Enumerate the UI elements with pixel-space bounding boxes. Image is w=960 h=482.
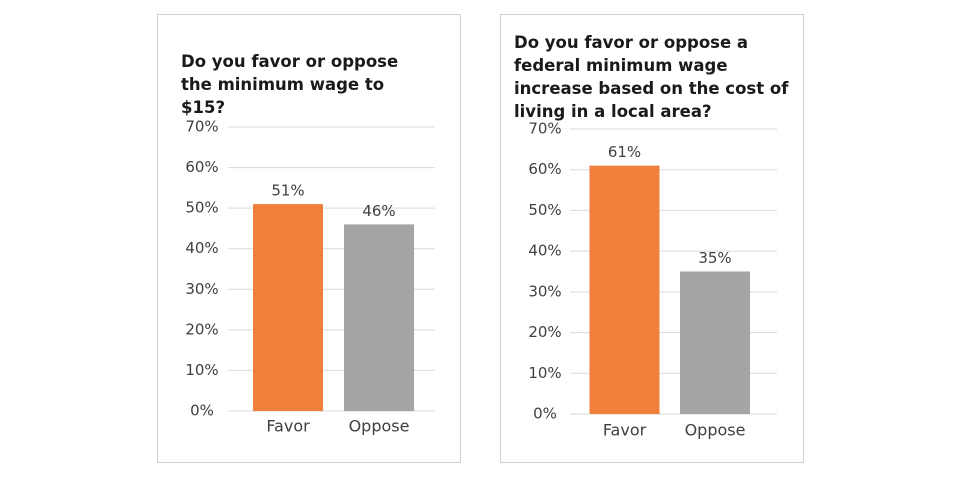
y-tick-label: 70%: [185, 118, 218, 136]
chart-title: Do you favor or oppose the minimum wage …: [181, 52, 399, 117]
y-tick-label: 0%: [190, 402, 214, 420]
y-tick-label: 10%: [528, 364, 561, 382]
y-tick-label: 40%: [185, 239, 218, 257]
value-label: 51%: [271, 182, 304, 200]
y-tick-label: 40%: [528, 242, 561, 260]
y-tick-label: 50%: [185, 199, 218, 217]
y-tick-label: 50%: [528, 201, 561, 219]
bar: [344, 224, 414, 411]
y-tick-label: 10%: [185, 361, 218, 379]
value-label: 35%: [698, 249, 731, 267]
x-tick-label: Favor: [603, 421, 647, 440]
x-tick-label: Favor: [266, 417, 310, 436]
y-tick-label: 20%: [185, 320, 218, 338]
y-tick-label: 60%: [185, 158, 218, 176]
y-tick-label: 30%: [185, 280, 218, 298]
bar: [589, 165, 660, 414]
y-tick-label: 60%: [528, 160, 561, 178]
y-tick-label: 70%: [528, 120, 561, 138]
chart-title: Do you favor or oppose a federal minimum…: [514, 33, 789, 121]
bar: [680, 271, 750, 414]
y-tick-label: 20%: [528, 323, 561, 341]
value-label: 46%: [362, 202, 395, 220]
x-tick-label: Oppose: [349, 417, 410, 436]
y-tick-label: 0%: [533, 405, 557, 423]
bar: [253, 204, 323, 411]
y-tick-label: 30%: [528, 282, 561, 300]
x-tick-label: Oppose: [685, 421, 746, 440]
value-label: 61%: [608, 143, 641, 161]
